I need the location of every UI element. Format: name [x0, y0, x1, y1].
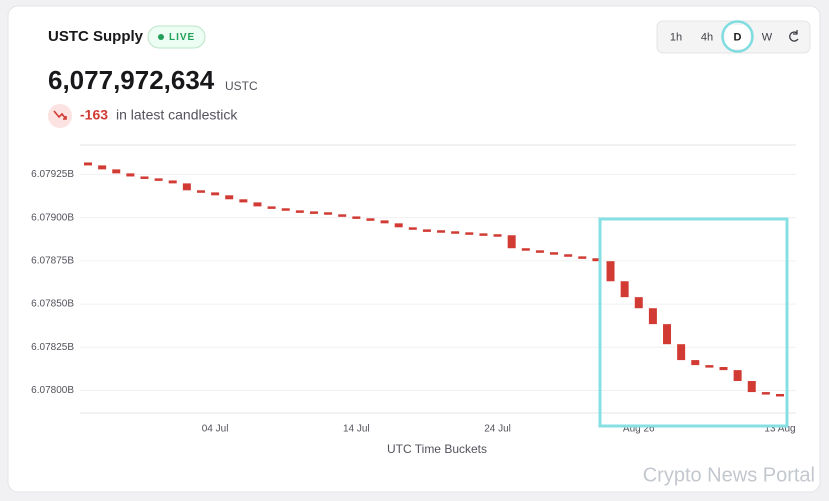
- candle-body: [267, 206, 276, 209]
- candle-body: [634, 297, 643, 309]
- y-tick-label: 6.07925B: [31, 169, 74, 180]
- candle-body: [253, 202, 262, 207]
- candle-body: [140, 176, 149, 179]
- candle-body: [182, 183, 191, 191]
- candle-body: [281, 208, 290, 211]
- candle-body: [211, 192, 220, 196]
- highlight-circle: [721, 20, 754, 53]
- y-tick-label: 6.07850B: [31, 299, 74, 310]
- button-4h[interactable]: 4h: [701, 31, 713, 43]
- candle-body: [606, 261, 615, 282]
- live-dot: [158, 34, 164, 40]
- candle-body: [761, 392, 770, 395]
- candle-body: [239, 199, 248, 203]
- candle-body: [366, 218, 375, 221]
- candle-body: [98, 165, 107, 170]
- candle-body: [380, 220, 389, 224]
- candle-body: [705, 365, 714, 368]
- card: [7, 5, 821, 493]
- change: -163: [80, 107, 108, 123]
- candle-body: [408, 227, 417, 230]
- candle-body: [507, 235, 516, 249]
- x-axis-title: UTC Time Buckets: [387, 442, 487, 456]
- candle-body: [352, 216, 361, 219]
- candle-body: [451, 231, 460, 234]
- y-tick-label: 6.07825B: [31, 342, 74, 353]
- candle-body: [295, 210, 304, 213]
- candle-body: [648, 308, 657, 325]
- x-tick-label: 14 Jul: [343, 424, 370, 435]
- candle-body: [620, 281, 629, 298]
- candle-body: [196, 190, 205, 193]
- live-text: LIVE: [169, 32, 195, 43]
- y-tick-label: 6.07800B: [31, 385, 74, 396]
- supply: 6,077,972,634: [48, 65, 215, 95]
- watermark: Crypto News Portal: [643, 464, 815, 486]
- button-1h[interactable]: 1h: [670, 31, 682, 43]
- candle-body: [733, 370, 742, 382]
- candle-body: [535, 250, 544, 253]
- change-text: in latest candlestick: [116, 107, 238, 123]
- candle-body: [521, 248, 530, 251]
- candle-body: [578, 256, 587, 259]
- candle-body: [550, 252, 559, 255]
- candle-body: [84, 162, 92, 166]
- candle-body: [719, 367, 728, 371]
- live-badge: [147, 25, 206, 49]
- candle-body: [564, 254, 573, 257]
- candle-body: [493, 234, 502, 237]
- candle-body: [465, 232, 474, 235]
- x-tick-label: Aug 26: [623, 424, 655, 435]
- y-tick-label: 6.07875B: [31, 255, 74, 266]
- candle-body: [691, 360, 700, 366]
- unit: USTC: [225, 79, 258, 93]
- candle-body: [747, 381, 756, 393]
- candle-body: [154, 178, 163, 181]
- candle-body: [338, 214, 347, 217]
- x-tick-label: 24 Jul: [484, 424, 511, 435]
- candle-body: [592, 258, 601, 262]
- refresh-button[interactable]: [789, 30, 799, 42]
- candle-body: [309, 211, 318, 214]
- candle-body: [479, 233, 488, 236]
- title: USTC Supply: [48, 28, 144, 45]
- candle-body: [437, 230, 446, 233]
- candle-body: [776, 393, 784, 397]
- candle-body: [663, 324, 672, 345]
- x-tick-label: 04 Jul: [202, 424, 229, 435]
- x-tick-label: 13 Aug: [764, 424, 795, 435]
- candle-body: [168, 180, 177, 184]
- button-d[interactable]: D: [734, 31, 742, 43]
- down-arrow: [53, 110, 67, 120]
- button-w[interactable]: W: [762, 31, 773, 43]
- y-tick-label: 6.07900B: [31, 212, 74, 223]
- candle-body: [677, 344, 686, 361]
- candle-body: [422, 229, 431, 232]
- active-button[interactable]: [725, 25, 750, 49]
- candle-body: [324, 212, 333, 215]
- candle-body: [126, 173, 135, 177]
- candle-body: [112, 169, 121, 174]
- candle-body: [394, 223, 403, 228]
- highlight-box: [598, 217, 789, 428]
- candle-body: [225, 195, 234, 200]
